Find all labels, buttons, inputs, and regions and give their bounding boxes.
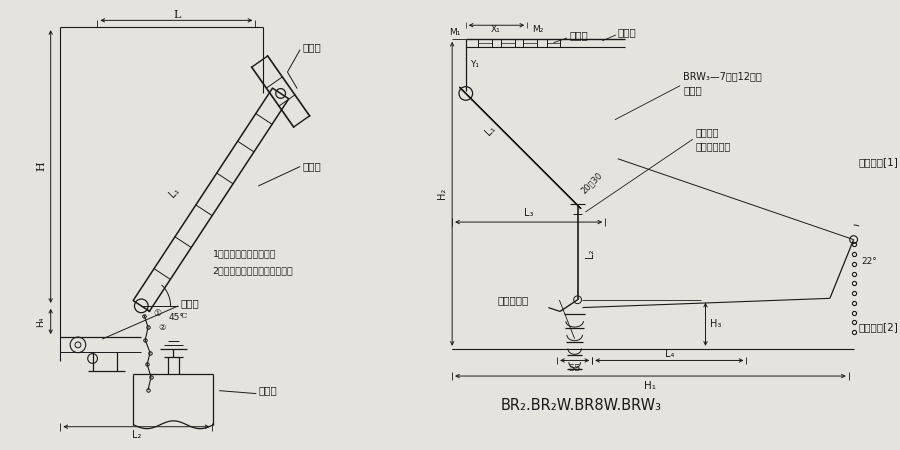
- Text: 1、尾线在此外缠绕固定: 1、尾线在此外缠绕固定: [212, 250, 276, 259]
- Text: 母线排: 母线排: [302, 42, 320, 52]
- Text: 45°: 45°: [168, 313, 184, 322]
- Text: 20～30: 20～30: [580, 171, 605, 195]
- Text: H₁: H₁: [644, 381, 656, 391]
- Text: H: H: [36, 162, 46, 171]
- Text: L₂: L₂: [585, 248, 596, 258]
- Text: ②: ②: [158, 323, 166, 332]
- Text: 熔断状态[1]: 熔断状态[1]: [859, 157, 898, 166]
- Text: L₁: L₁: [483, 124, 498, 138]
- Bar: [523, 39, 537, 47]
- Text: 2、此段尾线应保持足够松弚度: 2、此段尾线应保持足够松弚度: [212, 266, 293, 275]
- Text: ①: ①: [153, 309, 161, 318]
- Text: L₁: L₁: [167, 186, 182, 200]
- Text: 母线排: 母线排: [569, 30, 588, 40]
- Bar: [479, 39, 492, 47]
- Text: 熔断状态[2]: 熔断状态[2]: [859, 322, 898, 332]
- Text: Y₁: Y₁: [470, 60, 479, 69]
- Text: 防振装置: 防振装置: [696, 127, 719, 137]
- Text: H₄: H₄: [36, 316, 45, 327]
- Text: 22°: 22°: [861, 256, 878, 266]
- Text: 55: 55: [569, 364, 580, 373]
- Text: M₂: M₂: [532, 25, 544, 34]
- Text: 熔断器: 熔断器: [302, 162, 320, 171]
- Text: L: L: [174, 10, 181, 21]
- Text: H₂: H₂: [437, 188, 447, 199]
- Bar: [546, 39, 561, 47]
- Text: X₁: X₁: [491, 25, 501, 34]
- Text: 导电板: 导电板: [617, 27, 636, 37]
- Text: 正常安装状态: 正常安装状态: [696, 141, 731, 151]
- Bar: [501, 39, 515, 47]
- Text: 指示器: 指示器: [180, 298, 199, 308]
- Text: C: C: [180, 311, 186, 320]
- Text: H₃: H₃: [710, 319, 722, 329]
- Text: L₄: L₄: [664, 349, 674, 359]
- Text: L₂: L₂: [131, 429, 141, 440]
- Text: BRW₃—7型（12型）: BRW₃—7型（12型）: [683, 71, 761, 81]
- Text: 熔断器: 熔断器: [683, 86, 702, 95]
- Text: BR₂.BR₂W.BR8W.BRW₃: BR₂.BR₂W.BR8W.BRW₃: [501, 398, 662, 413]
- Text: L₃: L₃: [524, 208, 534, 218]
- Text: 电容器端子: 电容器端子: [498, 295, 529, 305]
- Text: M₁: M₁: [449, 27, 461, 36]
- Text: 电容器: 电容器: [258, 386, 277, 396]
